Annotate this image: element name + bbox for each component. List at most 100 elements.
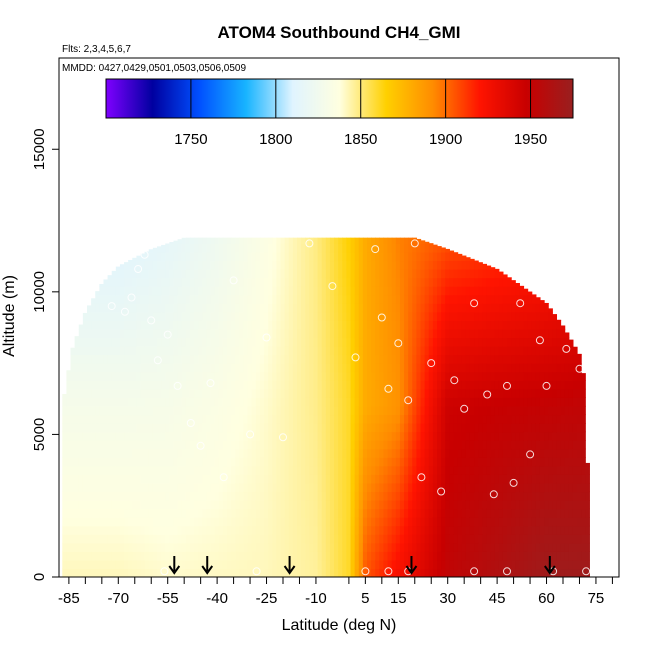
field-cell — [527, 397, 533, 407]
field-cell — [91, 534, 96, 544]
field-cell — [305, 243, 310, 253]
field-cell — [305, 311, 310, 321]
field-cell — [243, 337, 249, 347]
field-cell — [552, 534, 558, 544]
field-cell — [148, 260, 154, 270]
field-cell — [157, 474, 162, 484]
field-cell — [329, 508, 335, 518]
field-cell — [556, 517, 562, 527]
field-cell — [185, 363, 191, 373]
field-cell — [420, 457, 426, 467]
field-cell — [157, 328, 162, 339]
field-cell — [136, 328, 142, 339]
field-cell — [255, 237, 261, 244]
field-cell — [173, 568, 179, 577]
field-cell — [202, 397, 208, 407]
field-cell — [99, 354, 105, 364]
field-cell — [515, 423, 520, 433]
field-cell — [469, 423, 475, 433]
field-cell — [321, 380, 327, 390]
field-cell — [185, 517, 191, 527]
field-cell — [482, 500, 488, 510]
field-cell — [498, 500, 504, 510]
field-cell — [572, 500, 578, 510]
field-cell — [548, 405, 553, 416]
field-cell — [383, 320, 389, 330]
field-cell — [391, 534, 397, 544]
field-cell — [173, 474, 179, 484]
field-cell — [214, 405, 220, 416]
field-cell — [428, 363, 434, 373]
field-cell — [288, 491, 294, 501]
field-cell — [453, 303, 459, 313]
sample-point — [417, 473, 426, 482]
field-cell — [519, 542, 525, 552]
field-cell — [404, 380, 409, 390]
field-cell — [432, 465, 438, 475]
field-cell — [157, 525, 162, 535]
field-cell — [379, 491, 385, 501]
field-cell — [107, 328, 113, 339]
field-cell — [128, 380, 133, 390]
field-cell — [350, 568, 356, 577]
field-cell — [515, 380, 520, 390]
field-cell — [478, 269, 483, 279]
field-cell — [507, 508, 512, 518]
field-cell — [305, 551, 310, 561]
field-cell — [82, 568, 88, 577]
field-cell — [354, 500, 360, 510]
field-cell — [119, 371, 125, 381]
field-cell — [62, 448, 68, 458]
field-cell — [227, 337, 232, 347]
field-cell — [482, 525, 488, 535]
field-cell — [288, 448, 294, 458]
field-cell — [268, 286, 273, 296]
field-cell — [264, 440, 269, 450]
field-cell — [177, 354, 183, 364]
field-cell — [144, 286, 150, 296]
field-cell — [391, 491, 397, 501]
field-cell — [243, 500, 249, 510]
field-cell — [317, 294, 323, 304]
field-cell — [165, 277, 170, 287]
field-cell — [461, 294, 467, 304]
field-cell — [354, 440, 360, 450]
field-cell — [144, 320, 150, 330]
field-cell — [284, 465, 290, 475]
field-cell — [317, 517, 323, 527]
field-cell — [342, 243, 348, 253]
field-cell — [490, 431, 496, 441]
field-cell — [453, 500, 459, 510]
field-cell — [165, 474, 170, 484]
field-cell — [461, 388, 467, 398]
field-cell — [408, 431, 413, 441]
field-cell — [354, 303, 360, 313]
field-cell — [457, 423, 463, 433]
field-cell — [404, 465, 409, 475]
field-cell — [342, 337, 348, 347]
field-cell — [428, 474, 434, 484]
field-cell — [346, 346, 352, 356]
field-cell — [152, 414, 158, 424]
field-cell — [548, 363, 553, 373]
field-cell — [95, 371, 100, 381]
field-cell — [371, 525, 376, 535]
field-cell — [243, 405, 249, 416]
field-cell — [288, 380, 294, 390]
field-cell — [367, 508, 372, 518]
field-cell — [103, 465, 109, 475]
field-cell — [95, 388, 100, 398]
field-cell — [527, 457, 533, 467]
field-cell — [268, 448, 273, 458]
field-cell — [222, 237, 228, 244]
field-cell — [478, 500, 483, 510]
field-cell — [321, 517, 327, 527]
field-cell — [185, 303, 191, 313]
field-cell — [218, 423, 224, 433]
field-cell — [140, 534, 146, 544]
field-cell — [103, 320, 109, 330]
field-cell — [194, 534, 199, 544]
field-cell — [346, 337, 352, 347]
field-cell — [239, 414, 245, 424]
field-cell — [255, 363, 261, 373]
